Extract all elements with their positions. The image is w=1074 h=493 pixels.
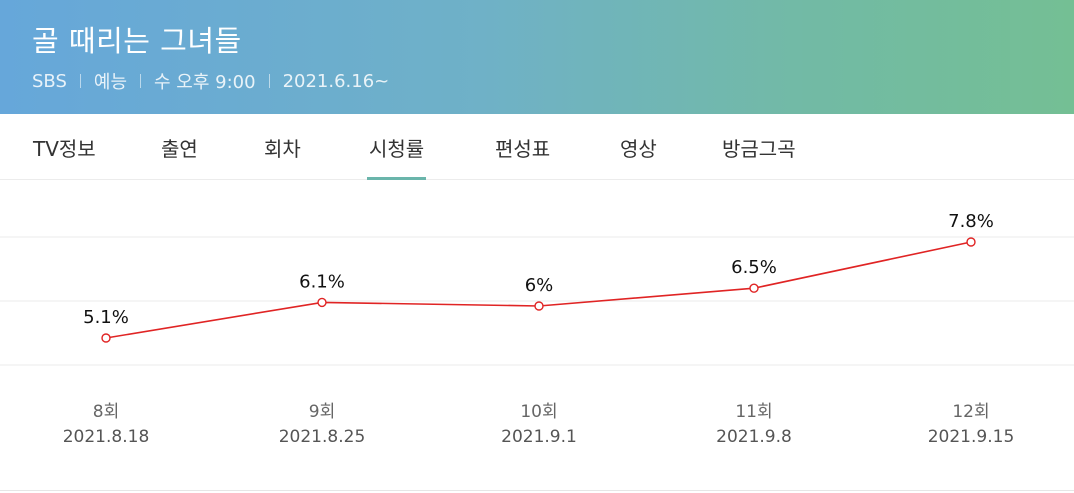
tab-label: 회차 <box>264 136 301 161</box>
tab-label: 시청률 <box>369 136 425 161</box>
air-date-label: 2021.9.1 <box>501 427 577 447</box>
ratings-line-chart: 5.1% 6.1% 6% 6.5% 7.8% 8회 2021.8.18 9회 2021.8.25… <box>0 211 1074 447</box>
tab-videos[interactable]: 영상 <box>620 114 657 180</box>
episode-label: 10회 <box>520 402 557 422</box>
tab-label: TV정보 <box>33 136 96 161</box>
tab-label: 편성표 <box>495 136 551 161</box>
data-point <box>534 301 544 311</box>
tab-label: 출연 <box>161 136 198 161</box>
premiere-date-label: 2021.6.16~ <box>282 70 390 92</box>
meta-divider <box>268 74 270 88</box>
data-point <box>966 237 976 247</box>
ratings-chart: 5.1% 6.1% 6% 6.5% 7.8% 8회 2021.8.18 9회 2021.8.25… <box>0 180 1074 493</box>
data-label: 6.5% <box>731 257 777 278</box>
tab-ratings[interactable]: 시청률 <box>366 114 427 180</box>
air-date-label: 2021.9.8 <box>716 427 792 447</box>
airtime-label: 수 오후 9:00 <box>154 72 256 93</box>
episode-label: 8회 <box>93 402 119 422</box>
data-point <box>749 283 759 293</box>
air-date-label: 2021.8.18 <box>63 427 150 447</box>
genre-label: 예능 <box>93 72 128 93</box>
tab-episodes[interactable]: 회차 <box>264 114 301 180</box>
tab-label: 영상 <box>620 136 657 161</box>
episode-label: 11회 <box>735 402 772 422</box>
data-label: 6.1% <box>299 271 345 292</box>
data-label: 6% <box>525 275 554 296</box>
broadcaster-label: SBS <box>32 70 67 92</box>
data-label: 7.8% <box>948 211 994 232</box>
tab-that-song[interactable]: 방금그곡 <box>722 114 796 180</box>
meta-divider <box>140 74 142 88</box>
tab-label: 방금그곡 <box>722 136 796 161</box>
meta-divider <box>79 74 81 88</box>
data-label: 5.1% <box>83 307 129 328</box>
data-point <box>101 333 111 343</box>
episode-label: 9회 <box>309 402 335 422</box>
tab-cast[interactable]: 출연 <box>161 114 198 180</box>
air-date-label: 2021.8.25 <box>279 427 366 447</box>
episode-label: 12회 <box>952 402 989 422</box>
program-title: 골 때리는 그녀들 <box>32 24 242 58</box>
tab-bar: TV정보 출연 회차 시청률 편성표 영상 방금그곡 <box>0 114 1074 180</box>
air-date-label: 2021.9.15 <box>928 427 1015 447</box>
program-header: 골 때리는 그녀들 SBS 예능 수 오후 9:00 2021.6.16~ <box>0 0 1074 114</box>
program-meta: SBS 예능 수 오후 9:00 2021.6.16~ <box>32 68 389 94</box>
tab-schedule[interactable]: 편성표 <box>495 114 550 180</box>
data-point <box>317 297 327 308</box>
bottom-divider <box>0 490 1074 491</box>
tab-tv-info[interactable]: TV정보 <box>33 114 96 180</box>
